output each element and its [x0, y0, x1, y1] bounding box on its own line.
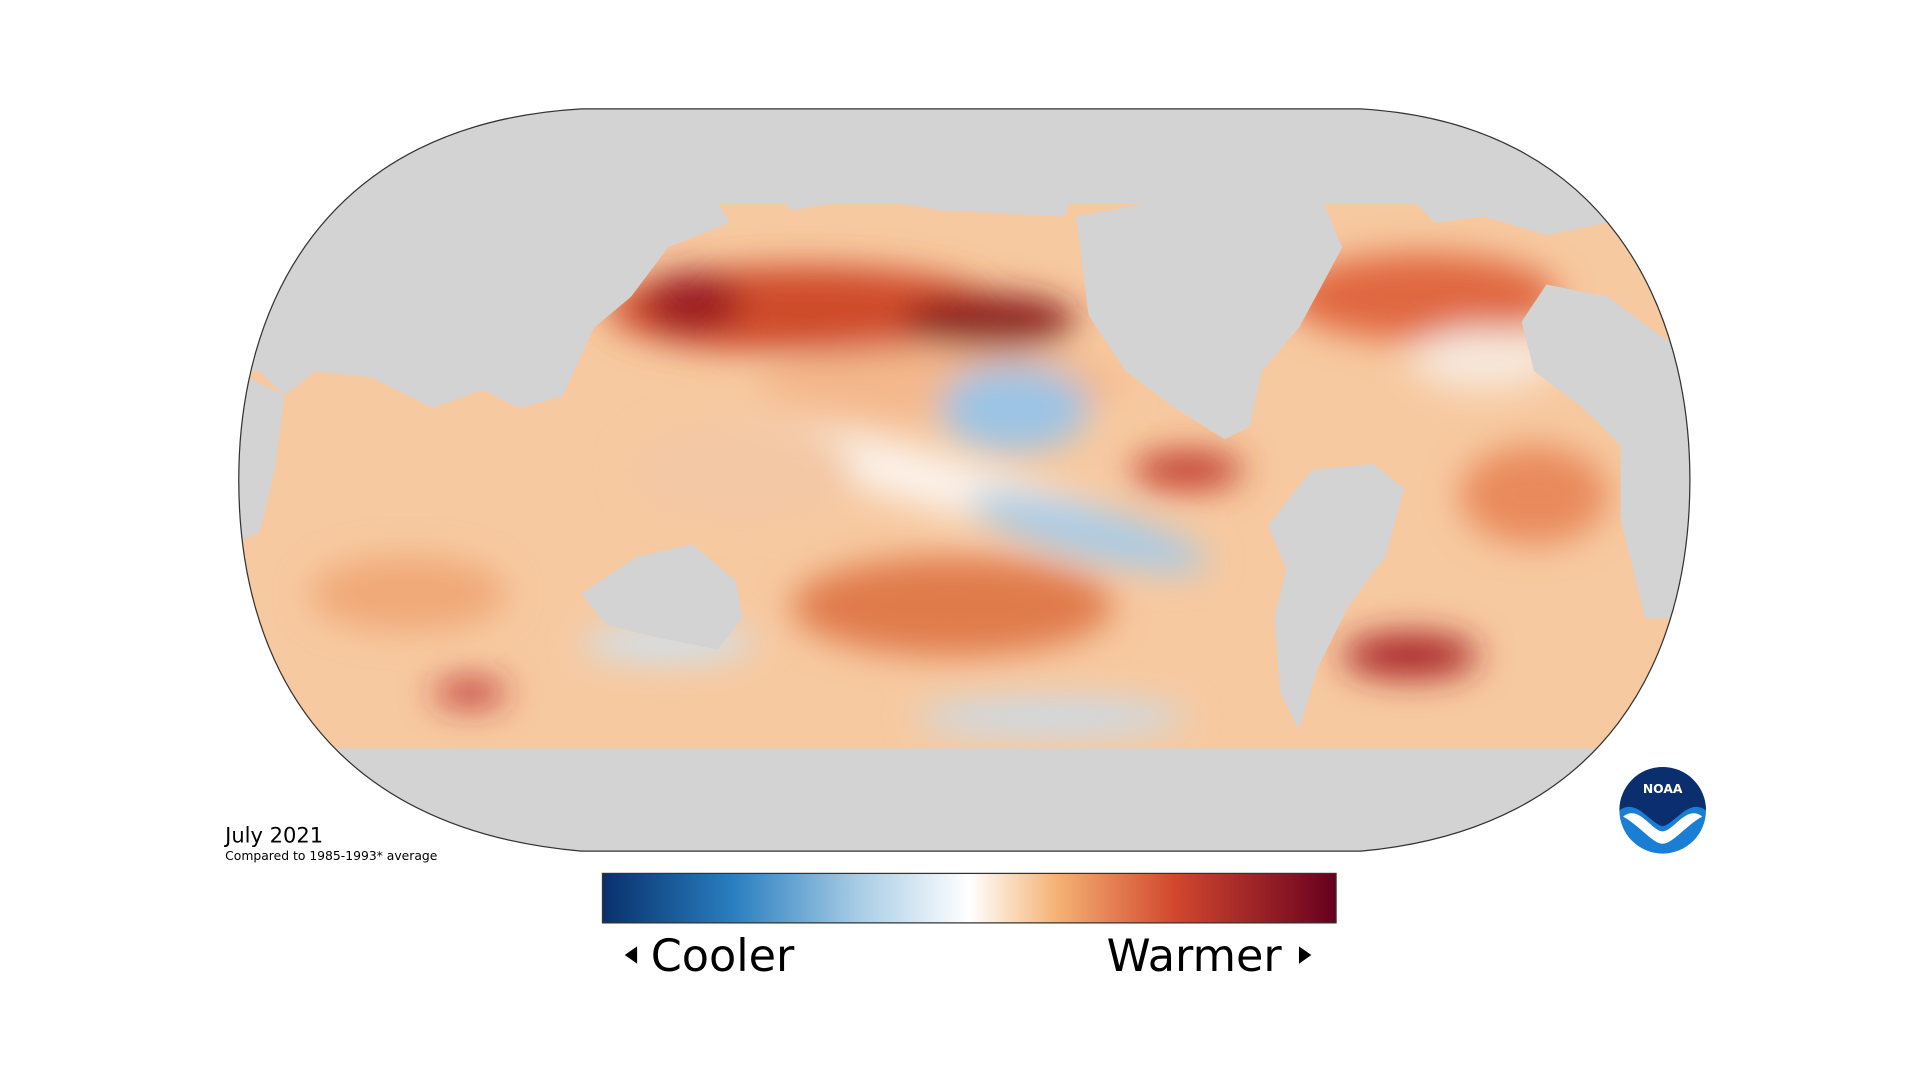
land	[238, 108, 1690, 852]
logo-top	[1619, 767, 1706, 827]
baseline-note: Compared to 1985-1993* average	[225, 849, 437, 863]
map	[238, 108, 1690, 852]
legend-low-label: Cooler	[651, 930, 795, 982]
legend-high-label: Warmer	[1107, 930, 1283, 982]
map-date: July 2021	[223, 822, 323, 847]
logo-text: NOAA	[1643, 782, 1683, 796]
noaa-logo: NOAA	[1619, 767, 1706, 854]
cooler-arrow	[624, 946, 638, 964]
warmer-arrow	[1298, 946, 1312, 964]
color-bar	[601, 872, 1337, 924]
logo-bird	[1623, 813, 1703, 844]
anomaly-field	[309, 253, 1609, 735]
map-outline	[238, 108, 1691, 852]
